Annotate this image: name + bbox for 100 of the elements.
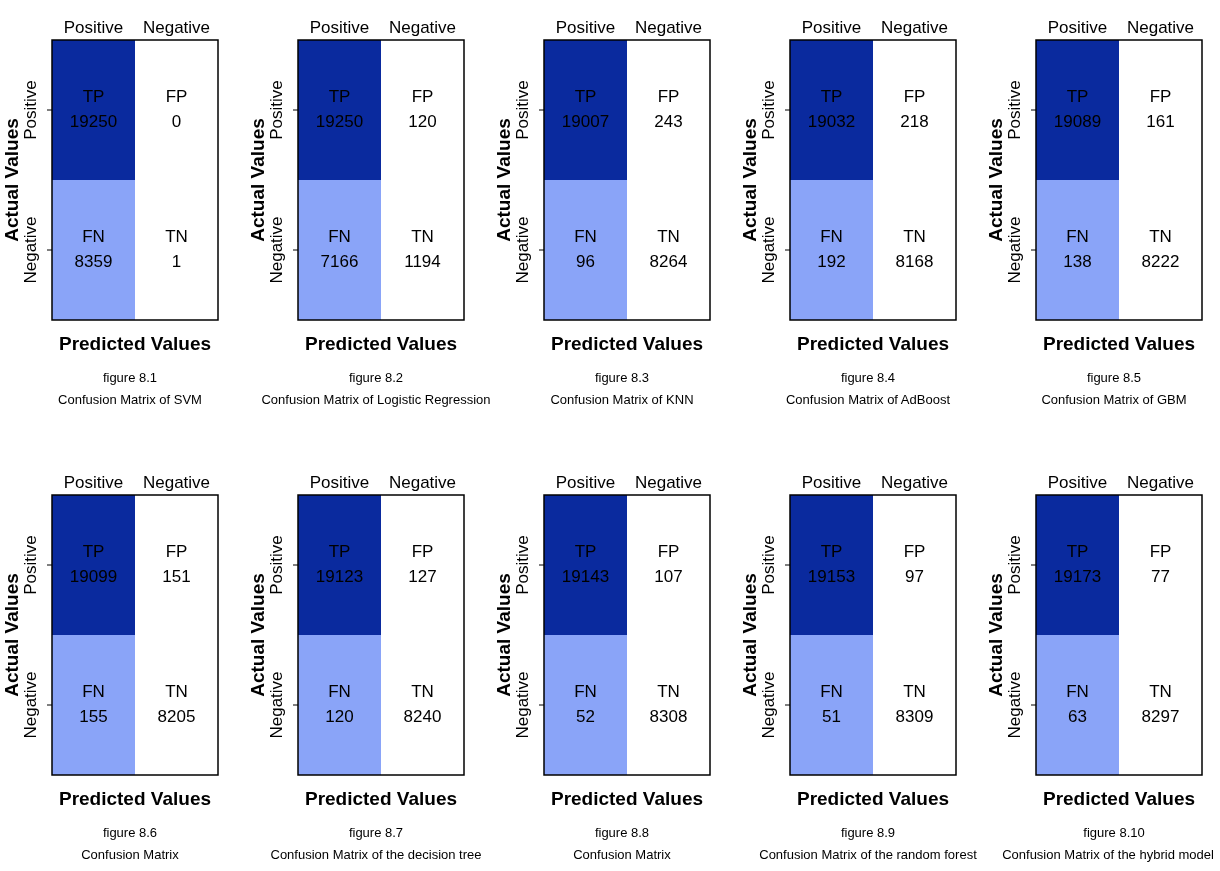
annotation: FN [1066, 227, 1089, 246]
caption: figure 8.7 [348, 825, 404, 840]
x-axis-title: Predicted Values [550, 788, 704, 809]
data-label: 1194 [404, 252, 441, 271]
y-axis-title: Actual Values [985, 573, 1006, 697]
annotation: TP [820, 87, 843, 106]
annotation: TP [574, 87, 597, 106]
x-tick-label: Negative [1126, 473, 1195, 492]
caption: figure 8.10 [1083, 825, 1145, 840]
data-label: 107 [654, 567, 683, 586]
caption: figure 8.1 [102, 370, 158, 385]
annotation: TP [82, 87, 105, 106]
x-tick-label: Positive [309, 18, 370, 37]
x-tick-label: Negative [388, 18, 457, 37]
x-tick-label: Negative [634, 18, 703, 37]
data-label: 19250 [69, 112, 118, 131]
annotation: TN [165, 227, 188, 246]
x-tick-label: Positive [1047, 18, 1108, 37]
y-tick-label: Positive [21, 535, 40, 595]
annotation: FN [1066, 682, 1089, 701]
x-axis-title: Predicted Values [550, 333, 704, 354]
y-axis-title: Actual Values [985, 118, 1006, 242]
data-label: 19007 [561, 112, 610, 131]
annotation: FP [657, 542, 680, 561]
annotation: FN [820, 682, 843, 701]
x-axis-title: Predicted Values [58, 788, 212, 809]
data-label: 97 [905, 567, 924, 586]
y-tick-label: Positive [267, 80, 286, 140]
annotation: TN [657, 227, 680, 246]
annotation: FP [165, 542, 188, 561]
x-tick-label: Negative [142, 473, 211, 492]
annotation: TN [165, 682, 188, 701]
x-tick-label: Positive [1047, 473, 1108, 492]
y-axis-title: Actual Values [493, 118, 514, 242]
x-axis-title: Predicted Values [58, 333, 212, 354]
data-label: 19032 [807, 112, 856, 131]
data-label: 63 [1068, 707, 1087, 726]
annotation: TN [411, 227, 434, 246]
data-label: 138 [1063, 252, 1092, 271]
x-axis-title: Predicted Values [304, 788, 458, 809]
data-label: 51 [822, 707, 841, 726]
text: Confusion Matrix of GBM [1041, 392, 1187, 407]
text: Confusion Matrix [573, 847, 672, 862]
x-tick-label: Positive [555, 18, 616, 37]
data-label: 8297 [1141, 707, 1180, 726]
x-tick-label: Negative [388, 473, 457, 492]
data-label: 8264 [649, 252, 688, 271]
data-label: 243 [654, 112, 683, 131]
data-label: 19153 [807, 567, 856, 586]
data-label: 151 [162, 567, 191, 586]
data-label: 8308 [649, 707, 688, 726]
y-tick-label: Negative [513, 216, 532, 284]
annotation: TP [82, 542, 105, 561]
data-label: 19089 [1053, 112, 1102, 131]
y-tick-label: Negative [21, 216, 40, 284]
annotation: TN [411, 682, 434, 701]
y-tick-label: Positive [21, 80, 40, 140]
caption: figure 8.8 [594, 825, 650, 840]
data-label: 96 [576, 252, 595, 271]
annotation: FN [328, 227, 351, 246]
y-tick-label: Positive [513, 80, 532, 140]
annotation: FN [82, 682, 105, 701]
x-tick-label: Positive [63, 473, 124, 492]
x-tick-label: Negative [880, 18, 949, 37]
data-label: 8240 [403, 707, 442, 726]
data-label: 7166 [320, 252, 359, 271]
annotation: TN [1149, 682, 1172, 701]
y-axis-title: Actual Values [247, 573, 268, 697]
annotation: FN [82, 227, 105, 246]
data-label: 120 [325, 707, 354, 726]
annotation: TN [903, 682, 926, 701]
data-label: 8359 [74, 252, 113, 271]
caption: figure 8.9 [840, 825, 896, 840]
y-tick-label: Positive [759, 535, 778, 595]
caption: figure 8.4 [840, 370, 896, 385]
data-label: 52 [576, 707, 595, 726]
y-axis-title: Actual Values [493, 573, 514, 697]
data-label: 19143 [561, 567, 610, 586]
annotation: TP [328, 87, 351, 106]
data-label: 127 [408, 567, 437, 586]
text: Confusion Matrix of AdBoost [785, 392, 951, 407]
caption: figure 8.6 [102, 825, 158, 840]
x-tick-label: Positive [555, 473, 616, 492]
text: Confusion Matrix of the hybrid model [1002, 847, 1214, 862]
x-tick-label: Positive [801, 18, 862, 37]
data-label: 155 [79, 707, 108, 726]
x-axis-title: Predicted Values [796, 788, 950, 809]
annotation: TN [657, 682, 680, 701]
y-axis-title: Actual Values [1, 573, 22, 697]
x-axis-title: Predicted Values [304, 333, 458, 354]
x-tick-label: Positive [63, 18, 124, 37]
data-label: 8168 [895, 252, 934, 271]
x-axis-title: Predicted Values [1042, 788, 1196, 809]
y-tick-label: Positive [1005, 535, 1024, 595]
annotation: FP [903, 542, 926, 561]
y-axis-title: Actual Values [247, 118, 268, 242]
annotation: TP [1066, 542, 1089, 561]
annotation: FP [1149, 87, 1172, 106]
y-tick-label: Negative [513, 671, 532, 739]
y-tick-label: Positive [759, 80, 778, 140]
